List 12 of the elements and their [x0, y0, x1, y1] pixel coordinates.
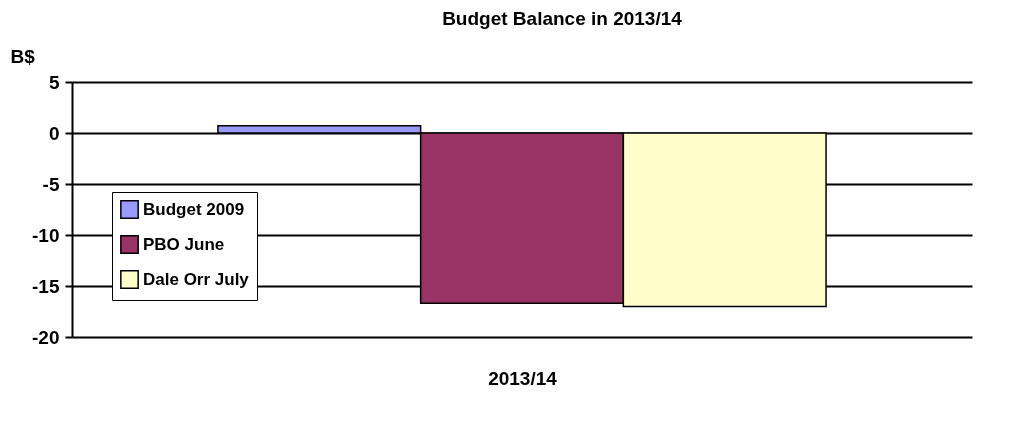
x-axis-title: 2013/14 [488, 367, 558, 389]
y-tick-label: 5 [48, 71, 60, 93]
legend-label: Dale Orr July [143, 269, 250, 289]
y-tick-label: -10 [32, 224, 60, 246]
y-tick-label: -15 [32, 275, 60, 297]
legend-label: Budget 2009 [143, 199, 245, 219]
chart-title: Budget Balance in 2013/14 [442, 8, 683, 29]
y-tick-label: 0 [48, 122, 60, 144]
y-axis-title: B$ [10, 45, 36, 67]
y-tick-label: -5 [42, 173, 60, 195]
y-tick-label: -20 [32, 326, 60, 348]
legend-label: PBO June [143, 234, 225, 254]
